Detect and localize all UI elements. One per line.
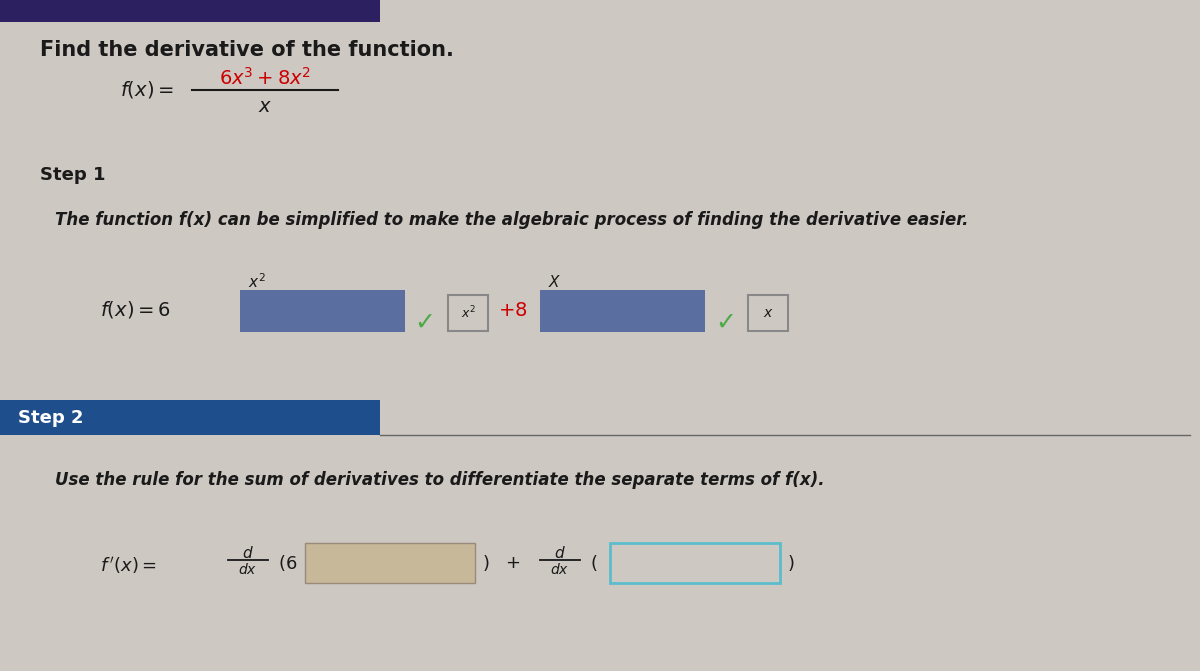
Bar <box>448 295 488 331</box>
Text: $d$: $d$ <box>242 545 254 561</box>
Text: $dx$: $dx$ <box>551 562 570 578</box>
Text: $)$: $)$ <box>787 553 794 573</box>
Text: $($: $($ <box>590 553 598 573</box>
Text: Step 2: Step 2 <box>18 409 84 427</box>
Text: $dx$: $dx$ <box>239 562 258 578</box>
Bar <box>240 290 406 332</box>
Bar <box>0 0 380 22</box>
Text: ✓: ✓ <box>414 311 436 335</box>
Text: $f(x) =$: $f(x) =$ <box>120 79 174 101</box>
Text: Find the derivative of the function.: Find the derivative of the function. <box>40 40 454 60</box>
Text: $x^2$: $x^2$ <box>461 305 475 321</box>
Text: $X$: $X$ <box>548 274 562 290</box>
Text: ✓: ✓ <box>715 311 737 335</box>
Bar <box>0 400 380 435</box>
Text: $)$: $)$ <box>482 553 490 573</box>
Text: $x$: $x$ <box>763 306 773 320</box>
Text: $f(x) = 6$: $f(x) = 6$ <box>100 299 170 321</box>
Bar <box>610 543 780 583</box>
Text: Step 1: Step 1 <box>40 166 106 184</box>
Text: $f\,'(x) =$: $f\,'(x) =$ <box>100 554 157 576</box>
Text: Use the rule for the sum of derivatives to differentiate the separate terms of f: Use the rule for the sum of derivatives … <box>55 471 824 489</box>
Text: $(6$: $(6$ <box>278 553 298 573</box>
Text: $x^2$: $x^2$ <box>248 272 266 291</box>
Text: $6x^3 + 8x^2$: $6x^3 + 8x^2$ <box>218 67 311 89</box>
Text: $+$: $+$ <box>505 554 520 572</box>
Text: $x$: $x$ <box>258 97 272 115</box>
Bar <box>305 543 475 583</box>
Bar <box>748 295 788 331</box>
Text: $d$: $d$ <box>554 545 566 561</box>
Text: The function f(x) can be simplified to make the algebraic process of finding the: The function f(x) can be simplified to m… <box>55 211 968 229</box>
Text: $+ 8$: $+ 8$ <box>498 301 528 319</box>
Bar <box>540 290 706 332</box>
